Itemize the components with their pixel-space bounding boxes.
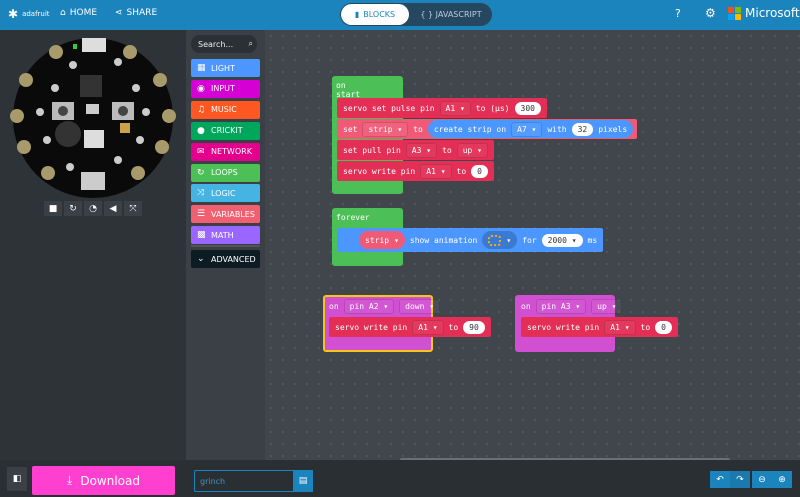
zoom-in-icon[interactable]: ⊕ <box>772 471 792 488</box>
strip-variable[interactable]: strip ▾ <box>359 231 405 249</box>
angle-input[interactable]: 90 <box>463 320 485 334</box>
category-input[interactable]: ◉ INPUT <box>191 79 260 98</box>
angle-input[interactable]: 0 <box>471 164 488 178</box>
list-icon: ☰ <box>197 209 206 220</box>
animation-icon <box>488 234 502 246</box>
star-icon: ✱ <box>8 7 19 21</box>
simulator-panel: ■ ↻ ◔ ◀ ⤧ <box>0 30 186 460</box>
category-math[interactable]: ▩ MATH <box>191 226 260 245</box>
circle-icon: ● <box>197 125 205 136</box>
forever-label: forever <box>336 213 370 222</box>
slow-motion-icon[interactable]: ◔ <box>84 201 102 216</box>
pin-dropdown[interactable]: pin A2 ▾ <box>343 298 395 314</box>
home-icon: ⌂ <box>60 8 66 18</box>
pull-dropdown[interactable]: up ▾ <box>456 142 488 158</box>
zoom-out-icon[interactable]: ⊖ <box>752 471 772 488</box>
stop-icon[interactable]: ■ <box>44 201 62 216</box>
adafruit-logo[interactable]: ✱ adafruit <box>8 7 50 21</box>
pulse-input[interactable]: 300 <box>514 101 541 115</box>
share-icon: ⋖ <box>115 8 123 18</box>
angle-input[interactable]: 0 <box>655 320 672 334</box>
download-button[interactable]: ⤓ Download <box>32 466 175 495</box>
chat-icon: ✉ <box>197 146 205 157</box>
on-start-label: on start <box>336 81 361 99</box>
circuit-playground-board[interactable] <box>0 30 186 200</box>
servo-set-pulse-block[interactable]: servo set pulse pin A1 ▾ to (µs) 300 <box>337 98 547 118</box>
event-dropdown[interactable]: up ▾ <box>591 298 623 314</box>
calculator-icon: ▩ <box>197 230 206 241</box>
pixels-input[interactable]: 32 <box>571 122 594 136</box>
duration-dropdown[interactable]: 2000 ▾ <box>541 233 583 247</box>
fullscreen-icon[interactable]: ⤧ <box>124 201 142 216</box>
create-strip-block[interactable]: create strip on A7 ▾ with 32 pixels <box>427 120 634 138</box>
undo-icon[interactable]: ↶ <box>710 471 730 488</box>
category-logic[interactable]: ⤨ LOGIC <box>191 184 260 203</box>
category-network[interactable]: ✉ NETWORK <box>191 142 260 161</box>
editor-mode-toggle: ▮ BLOCKS { } JAVASCRIPT <box>340 3 492 26</box>
animation-dropdown[interactable]: ▾ <box>482 231 518 249</box>
help-icon[interactable]: ? <box>675 7 681 20</box>
tab-blocks[interactable]: ▮ BLOCKS <box>341 4 409 25</box>
download-icon: ⤓ <box>67 473 73 487</box>
toolbox-divider <box>191 245 260 247</box>
pin-dropdown[interactable]: A3 ▾ <box>405 142 438 158</box>
header: ✱ adafruit ⌂ HOME ⋖ SHARE ▮ BLOCKS { } JAVAS… <box>0 0 800 30</box>
redo-icon[interactable]: ↷ <box>730 471 750 488</box>
category-advanced[interactable]: ⌄ ADVANCED <box>191 250 260 268</box>
pin-dropdown[interactable]: A1 ▾ <box>420 163 452 179</box>
headphones-icon: ♫ <box>197 104 206 115</box>
pin-dropdown[interactable]: A1 ▾ <box>412 319 444 335</box>
servo-write-block[interactable]: servo write pin A1 ▾ to 0 <box>337 161 494 181</box>
target-icon: ◉ <box>197 83 205 94</box>
home-button[interactable]: ⌂ HOME <box>60 8 98 18</box>
bottom-bar: ◧ ⤓ Download grinch ▤ ↶ ↷ ⊖ ⊕ <box>0 460 800 497</box>
set-strip-block[interactable]: set strip ▾ to create strip on A7 ▾ with 32 pi… <box>337 119 638 139</box>
puzzle-icon: ▮ <box>354 10 360 19</box>
pin-dropdown[interactable]: A1 ▾ <box>439 100 471 116</box>
project-name-input[interactable]: grinch <box>194 470 294 492</box>
pin-dropdown[interactable]: A1 ▾ <box>604 319 636 335</box>
category-variables[interactable]: ☰ VARIABLES <box>191 205 260 224</box>
search-icon: ⌕ <box>248 39 253 48</box>
tab-javascript[interactable]: { } JAVASCRIPT <box>420 10 482 19</box>
variable-dropdown[interactable]: strip ▾ <box>362 121 409 137</box>
collapse-simulator-icon[interactable]: ◧ <box>7 467 27 491</box>
refresh-icon: ↻ <box>197 167 205 178</box>
grid-icon: ▦ <box>197 63 206 73</box>
event-dropdown[interactable]: down ▾ <box>399 298 441 314</box>
save-icon[interactable]: ▤ <box>293 470 313 492</box>
show-animation-block[interactable]: strip ▾ show animation ▾ for 2000 ▾ ms <box>337 228 604 252</box>
toolbox: Search... ⌕ ▦ LIGHT ◉ INPUT ♫ MUSIC ● CRICKIT ✉ NE… <box>186 30 265 460</box>
share-button[interactable]: ⋖ SHARE <box>115 8 158 18</box>
pin-dropdown[interactable]: pin A3 ▾ <box>535 298 587 314</box>
category-light[interactable]: ▦ LIGHT <box>191 59 260 77</box>
chevron-down-icon: ⌄ <box>197 254 205 264</box>
set-pull-block[interactable]: set pull pin A3 ▾ to up ▾ <box>337 140 494 160</box>
shuffle-icon: ⤨ <box>197 188 205 199</box>
blocks-workspace[interactable]: on start servo set pulse pin A1 ▾ to (µs) 3… <box>265 30 800 460</box>
sound-icon[interactable]: ◀ <box>104 201 122 216</box>
category-crickit[interactable]: ● CRICKIT <box>191 121 260 140</box>
search-input[interactable]: Search... ⌕ <box>191 35 257 53</box>
simulator-controls: ■ ↻ ◔ ◀ ⤧ <box>44 201 142 216</box>
gear-icon[interactable]: ⚙ <box>705 6 716 20</box>
restart-icon[interactable]: ↻ <box>64 201 82 216</box>
pin-dropdown[interactable]: A7 ▾ <box>511 121 543 137</box>
microsoft-logo[interactable]: Microsoft <box>728 6 800 20</box>
servo-write-block[interactable]: servo write pin A1 ▾ to 0 <box>521 317 678 337</box>
category-music[interactable]: ♫ MUSIC <box>191 100 260 119</box>
microsoft-squares-icon <box>728 6 741 20</box>
horizontal-scrollbar[interactable] <box>400 458 730 460</box>
category-loops[interactable]: ↻ LOOPS <box>191 163 260 182</box>
servo-write-block[interactable]: servo write pin A1 ▾ to 90 <box>329 317 491 337</box>
